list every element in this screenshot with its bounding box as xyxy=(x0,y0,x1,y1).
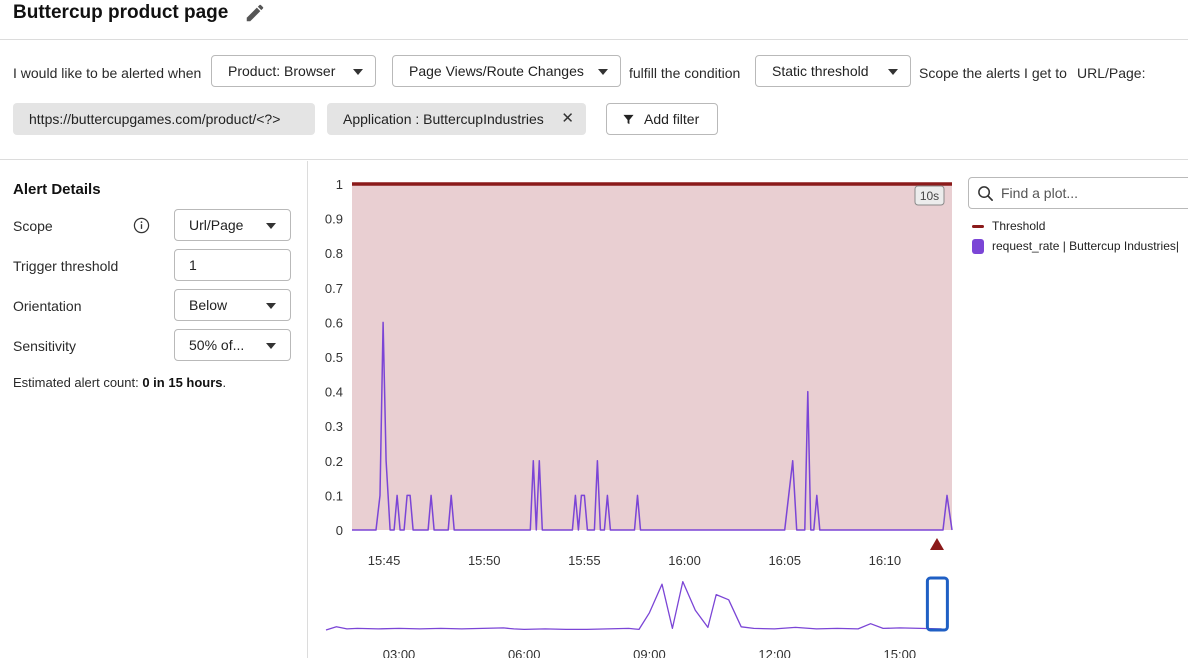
scope-url-label: URL/Page: xyxy=(1077,65,1146,81)
metric-dropdown-value: Page Views/Route Changes xyxy=(409,63,584,79)
find-plot-search[interactable] xyxy=(968,177,1188,209)
alert-condition-bar: I would like to be alerted when Product:… xyxy=(0,40,1188,160)
x-tick-label: 16:10 xyxy=(869,553,902,568)
condition-type-value: Static threshold xyxy=(772,63,869,79)
y-tick-label: 0 xyxy=(336,523,343,538)
alert-details-panel: Alert Details Scope Url/Page Trigger thr… xyxy=(0,161,308,658)
y-tick-label: 0.4 xyxy=(325,385,343,400)
caret-down-icon xyxy=(598,69,608,75)
trigger-threshold-value: 1 xyxy=(189,257,197,273)
alert-marker-icon xyxy=(929,538,944,550)
condition-intro-text: I would like to be alerted when xyxy=(13,65,202,81)
filter-chip-url-label: https://buttercupgames.com/product/<?> xyxy=(29,111,281,127)
filter-chip-application[interactable]: Application : ButtercupIndustries ✕ xyxy=(327,103,586,135)
filter-chip-url[interactable]: https://buttercupgames.com/product/<?> xyxy=(13,103,315,135)
orientation-dropdown[interactable]: Below xyxy=(174,289,291,321)
caret-down-icon xyxy=(266,343,276,349)
filter-icon xyxy=(623,114,634,125)
resolution-badge-label: 10s xyxy=(920,189,939,203)
orientation-label: Orientation xyxy=(13,298,82,314)
threshold-line-swatch xyxy=(972,225,984,228)
estimate-prefix: Estimated alert count: xyxy=(13,375,143,390)
search-icon xyxy=(978,186,993,201)
scope-label: Scope xyxy=(13,218,53,234)
y-tick-label: 0.9 xyxy=(325,212,343,227)
series-line xyxy=(352,321,953,531)
navigator-x-tick-label: 12:00 xyxy=(758,647,791,658)
scope-alerts-text: Scope the alerts I get to xyxy=(919,65,1067,81)
product-dropdown-value: Product: Browser xyxy=(228,63,336,79)
x-tick-label: 15:50 xyxy=(468,553,501,568)
y-tick-label: 0.3 xyxy=(325,419,343,434)
info-icon[interactable] xyxy=(133,217,150,234)
navigator-x-tick-label: 03:00 xyxy=(383,647,416,658)
sensitivity-dropdown[interactable]: 50% of... xyxy=(174,329,291,361)
page-header: Buttercup product page xyxy=(0,0,1188,40)
series-color-swatch xyxy=(972,239,984,254)
estimated-alert-count: Estimated alert count: 0 in 15 hours. xyxy=(13,375,226,390)
y-tick-label: 0.8 xyxy=(325,246,343,261)
sensitivity-dropdown-value: 50% of... xyxy=(189,337,245,353)
legend-label-request-rate: request_rate | Buttercup Industries| xyxy=(992,239,1180,253)
x-tick-label: 16:00 xyxy=(668,553,701,568)
y-tick-label: 0.2 xyxy=(325,454,343,469)
navigator-x-tick-label: 09:00 xyxy=(633,647,666,658)
find-plot-input[interactable] xyxy=(1001,178,1188,208)
y-tick-label: 1 xyxy=(336,177,343,192)
x-tick-label: 15:45 xyxy=(368,553,401,568)
caret-down-icon xyxy=(888,69,898,75)
y-tick-label: 0.7 xyxy=(325,281,343,296)
legend-label-threshold: Threshold xyxy=(992,219,1046,233)
navigator-x-tick-label: 15:00 xyxy=(884,647,917,658)
close-icon[interactable]: ✕ xyxy=(561,110,574,127)
threshold-band xyxy=(352,184,952,530)
trigger-threshold-label: Trigger threshold xyxy=(13,258,119,274)
resolution-badge xyxy=(914,185,945,206)
scope-dropdown-value: Url/Page xyxy=(189,217,244,233)
y-tick-label: 0.6 xyxy=(325,315,343,330)
caret-down-icon xyxy=(266,303,276,309)
scope-dropdown[interactable]: Url/Page xyxy=(174,209,291,241)
alert-details-title: Alert Details xyxy=(13,181,101,198)
x-tick-label: 15:55 xyxy=(568,553,601,568)
sensitivity-label: Sensitivity xyxy=(13,338,77,354)
caret-down-icon xyxy=(266,223,276,229)
product-dropdown[interactable]: Product: Browser xyxy=(211,55,376,87)
fulfill-condition-text: fulfill the condition xyxy=(629,65,741,81)
add-filter-label: Add filter xyxy=(644,111,700,127)
add-filter-button[interactable]: Add filter xyxy=(606,103,718,135)
pencil-icon[interactable] xyxy=(244,2,266,24)
navigator-series-line xyxy=(325,580,942,631)
metric-dropdown[interactable]: Page Views/Route Changes xyxy=(392,55,621,87)
trigger-threshold-input[interactable]: 1 xyxy=(174,249,291,281)
condition-type-dropdown[interactable]: Static threshold xyxy=(755,55,911,87)
y-tick-label: 0.1 xyxy=(325,488,343,503)
estimate-suffix: . xyxy=(222,375,227,390)
filter-chip-application-label: Application : ButtercupIndustries xyxy=(343,111,544,127)
caret-down-icon xyxy=(353,69,363,75)
x-tick-label: 16:05 xyxy=(768,553,801,568)
page-title: Buttercup product page xyxy=(13,2,229,23)
estimate-value: 0 in 15 hours xyxy=(142,375,223,390)
navigator-x-tick-label: 06:00 xyxy=(508,647,541,658)
navigator-selection-box[interactable] xyxy=(925,576,949,632)
alert-preview-chart[interactable]: 0 0.1 0.2 0.3 0.4 0.5 0.6 0.7 0.8 0.9 1 15:45 15:50 1… xyxy=(309,161,959,658)
orientation-dropdown-value: Below xyxy=(189,297,228,313)
y-tick-label: 0.5 xyxy=(325,350,343,365)
